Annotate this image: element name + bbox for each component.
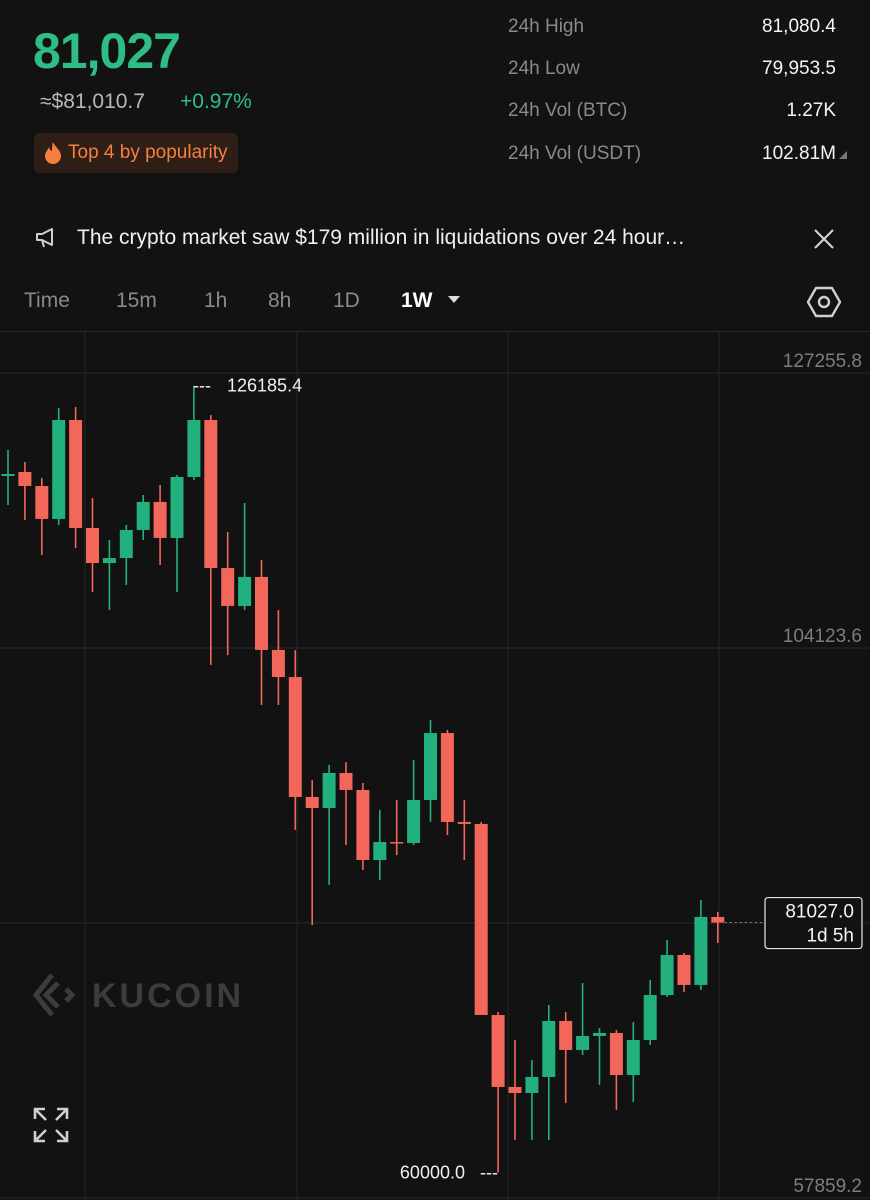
countdown: 1d 5h [806,926,854,947]
candle-body [440,733,454,822]
dropdown-arrow [448,296,460,303]
candle-body [474,823,488,1016]
candle-body [677,954,691,985]
interval-tab[interactable]: Time [24,289,70,312]
candle-body [576,1035,590,1050]
candle-body [542,1020,556,1077]
candle-body [52,420,66,519]
megaphone-icon [36,228,53,248]
watermark: KUCOIN [32,973,244,1017]
stat-label: 24h High [508,16,585,37]
candle-body [626,1039,640,1076]
candle-body [86,527,99,564]
candle-body [643,995,657,1040]
candle-body [694,916,708,985]
notice-text[interactable]: The crypto market saw $179 million in li… [77,226,686,249]
candle-body [593,1032,606,1036]
candle-body [407,799,421,843]
candle-body [35,486,49,519]
candle-body [356,789,370,860]
candle-body [238,576,252,606]
vertical-grid [84,332,720,1200]
candle-body [390,842,404,844]
marker-dash: --- [480,1163,498,1183]
expand-icon[interactable] [33,1107,69,1143]
candle-body [271,649,285,678]
interval-tab[interactable]: 1W [401,289,433,312]
candle-body [170,476,184,538]
marker-dash: --- [193,376,211,396]
y-tick-label: 57859.2 [793,1176,862,1197]
stat-label: 24h Vol (USDT) [508,143,642,164]
interval-tab[interactable]: 1D [333,289,360,312]
fiat-price: ≈$81,010.7 [40,90,145,113]
divider [0,331,870,332]
interval-tab[interactable]: 8h [268,289,292,312]
stat-value: 79,953.5 [762,58,836,79]
candle-body [221,568,235,606]
low-marker: 60000.0 [400,1163,465,1183]
stat-value: 81,080.4 [762,16,836,37]
stat-value: 102.81M [762,143,836,164]
candle-body [660,954,674,996]
candle-body [525,1076,539,1093]
candle-body [1,473,15,477]
corner-indicator [839,151,847,159]
candle-body [424,733,437,800]
watermark-logo [32,973,76,1017]
candle-body [187,420,201,477]
candle-body [457,821,471,824]
high-marker: 126185.4 [227,376,302,396]
price-change: +0.97% [180,90,252,113]
interval-tab[interactable]: 1h [204,289,228,312]
badge-text: Top 4 by popularity [68,142,228,163]
candle-body [339,772,353,790]
candle-body [153,501,167,538]
close-button[interactable] [812,227,836,251]
candle-body [136,501,150,530]
flame-icon [45,142,61,164]
candle-body [288,677,302,797]
y-tick-label: 104123.6 [783,626,862,647]
candle-body [305,796,319,809]
settings-button[interactable] [806,284,842,320]
candle-body [69,420,83,528]
candle-body [255,576,268,650]
candle-body [204,420,218,569]
candle-body [559,1020,573,1050]
last-price-box [764,896,863,950]
watermark-text: KUCOIN [92,977,244,1015]
last-price-label: 81027.0 [785,902,854,923]
popularity-badge[interactable]: Top 4 by popularity [34,133,238,173]
interval-tab[interactable]: 15m [116,289,157,312]
candle-body [711,916,725,923]
candle-body [322,772,336,809]
candle-body [609,1032,623,1076]
candle-body [508,1086,522,1093]
candle-body [491,1015,505,1087]
stat-label: 24h Vol (BTC) [508,100,628,121]
candle-body [119,529,133,559]
stat-value: 1.27K [786,100,836,121]
candle-body [102,558,116,564]
y-tick-label: 127255.8 [783,351,862,372]
last-price: 81,027 [33,23,181,79]
candle-body [18,471,32,487]
candle-body [373,842,387,860]
stat-label: 24h Low [508,58,580,79]
